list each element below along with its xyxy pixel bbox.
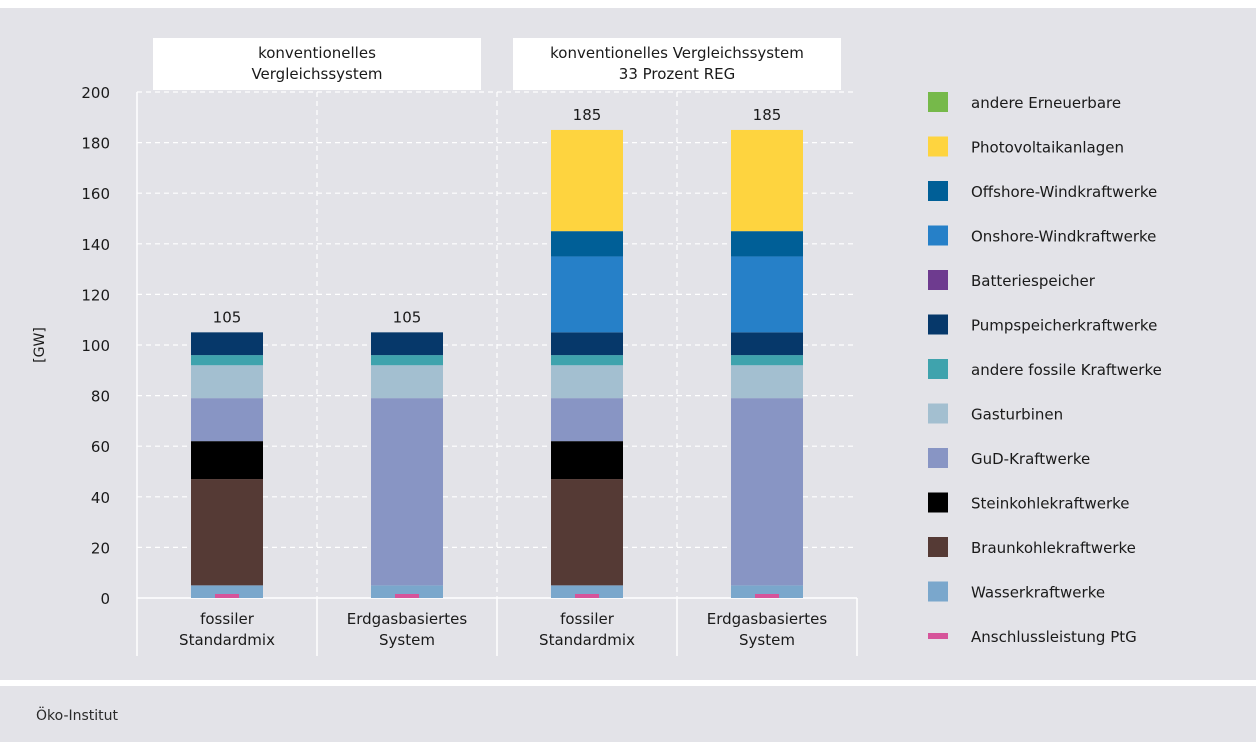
legend-swatch: [928, 492, 948, 513]
legend-label: Gasturbinen: [971, 406, 1063, 424]
bar-segment-gud-kraftwerke: [371, 398, 443, 586]
bar-segment-gasturbinen: [371, 365, 443, 399]
bar-segment-offshore-windkraftwerke: [731, 231, 803, 257]
legend-label: Onshore-Windkraftwerke: [971, 228, 1156, 246]
bar-segment-gud-kraftwerke: [191, 398, 263, 442]
x-category-label: Erdgasbasiertes: [707, 610, 828, 628]
legend-swatch: [928, 633, 948, 639]
legend-label: Offshore-Windkraftwerke: [971, 183, 1157, 201]
legend-swatch: [928, 225, 948, 246]
legend-label: andere fossile Kraftwerke: [971, 361, 1162, 379]
y-tick-label: 100: [81, 337, 110, 355]
x-category-label: Standardmix: [539, 631, 635, 649]
bar-segment-braunkohlekraftwerke: [551, 479, 623, 586]
group-header-label: 33 Prozent REG: [619, 65, 735, 83]
legend-swatch: [928, 448, 948, 468]
legend-swatch: [928, 537, 948, 557]
bar-segment-pumpspeicherkraftwerke: [191, 332, 263, 356]
legend-swatch: [928, 581, 948, 602]
legend-swatch: [928, 270, 948, 290]
bar-segment-gasturbinen: [191, 365, 263, 399]
group-header-label: konventionelles: [258, 44, 376, 62]
x-category-label: Standardmix: [179, 631, 275, 649]
bar-segment-steinkohlekraftwerke: [551, 441, 623, 480]
y-tick-label: 20: [91, 539, 110, 557]
legend-label: Wasserkraftwerke: [971, 584, 1105, 602]
bar-segment-andere-fossile-kraftwerke: [731, 355, 803, 366]
bar-segment-andere-fossile-kraftwerke: [191, 355, 263, 366]
bar-total-label: 105: [213, 308, 242, 326]
group-header-box: [153, 38, 481, 90]
y-tick-label: 200: [81, 84, 110, 102]
group-header-label: konventionelles Vergleichssystem: [550, 44, 804, 62]
legend-label: Pumpspeicherkraftwerke: [971, 317, 1157, 335]
legend-label: Braunkohlekraftwerke: [971, 539, 1136, 557]
legend-label: Anschlussleistung PtG: [971, 628, 1137, 646]
legend-swatch: [928, 136, 948, 157]
bar-segment-gud-kraftwerke: [551, 398, 623, 442]
group-header-box: [513, 38, 841, 90]
bar-segment-gasturbinen: [551, 365, 623, 399]
y-tick-label: 40: [91, 489, 110, 507]
bar-total-label: 185: [573, 106, 602, 124]
bar-segment-andere-fossile-kraftwerke: [371, 355, 443, 366]
legend-swatch: [928, 314, 948, 335]
x-category-label: fossiler: [560, 610, 615, 628]
y-tick-label: 60: [91, 438, 110, 456]
ptg-marker: [215, 594, 239, 598]
source-panel: Öko-Institut: [0, 686, 1256, 742]
group-header-label: Vergleichssystem: [251, 65, 382, 83]
bar-segment-steinkohlekraftwerke: [191, 441, 263, 480]
y-tick-label: 180: [81, 135, 110, 153]
x-category-label: System: [379, 631, 435, 649]
x-category-label: fossiler: [200, 610, 255, 628]
y-tick-label: 140: [81, 236, 110, 254]
legend-swatch: [928, 403, 948, 424]
bar-segment-wasserkraftwerke: [731, 585, 803, 598]
ptg-marker: [755, 594, 779, 598]
ptg-marker: [575, 594, 599, 598]
y-tick-label: 120: [81, 286, 110, 304]
bar-segment-wasserkraftwerke: [551, 585, 623, 598]
bar-total-label: 105: [393, 308, 422, 326]
y-axis-label: [GW]: [32, 327, 48, 363]
y-tick-label: 0: [100, 590, 110, 608]
legend-swatch: [928, 359, 948, 379]
legend-label: Steinkohlekraftwerke: [971, 495, 1130, 513]
bar-segment-gud-kraftwerke: [731, 398, 803, 586]
bar-segment-gasturbinen: [731, 365, 803, 399]
bar-segment-photovoltaikanlagen: [731, 129, 803, 232]
bar-segment-pumpspeicherkraftwerke: [731, 332, 803, 356]
legend-swatch: [928, 92, 948, 112]
bar-segment-andere-fossile-kraftwerke: [551, 355, 623, 366]
legend-label: GuD-Kraftwerke: [971, 450, 1090, 468]
legend-label: Batteriespeicher: [971, 272, 1096, 290]
ptg-marker: [395, 594, 419, 598]
legend-label: Photovoltaikanlagen: [971, 139, 1124, 157]
bar-segment-pumpspeicherkraftwerke: [371, 332, 443, 356]
bar-segment-onshore-windkraftwerke: [551, 256, 623, 333]
bar-segment-photovoltaikanlagen: [551, 129, 623, 232]
source-label: Öko-Institut: [36, 708, 119, 724]
bar-segment-wasserkraftwerke: [191, 585, 263, 598]
x-category-label: Erdgasbasiertes: [347, 610, 468, 628]
bar-total-label: 185: [753, 106, 782, 124]
stacked-bar-chart: 0 20 40 60 80 100 120 140 160 180 200 [GW] konventio…: [32, 38, 1162, 656]
chart-panel: 0 20 40 60 80 100 120 140 160 180 200 [GW] konventio…: [0, 8, 1256, 680]
y-tick-label: 160: [81, 185, 110, 203]
bar-segment-pumpspeicherkraftwerke: [551, 332, 623, 356]
bar-segment-braunkohlekraftwerke: [191, 479, 263, 586]
bar-segment-offshore-windkraftwerke: [551, 231, 623, 257]
x-category-label: System: [739, 631, 795, 649]
y-tick-label: 80: [91, 388, 110, 406]
bar-segment-wasserkraftwerke: [371, 585, 443, 598]
legend-label: andere Erneuerbare: [971, 94, 1121, 112]
bar-segment-onshore-windkraftwerke: [731, 256, 803, 333]
legend-swatch: [928, 181, 948, 201]
